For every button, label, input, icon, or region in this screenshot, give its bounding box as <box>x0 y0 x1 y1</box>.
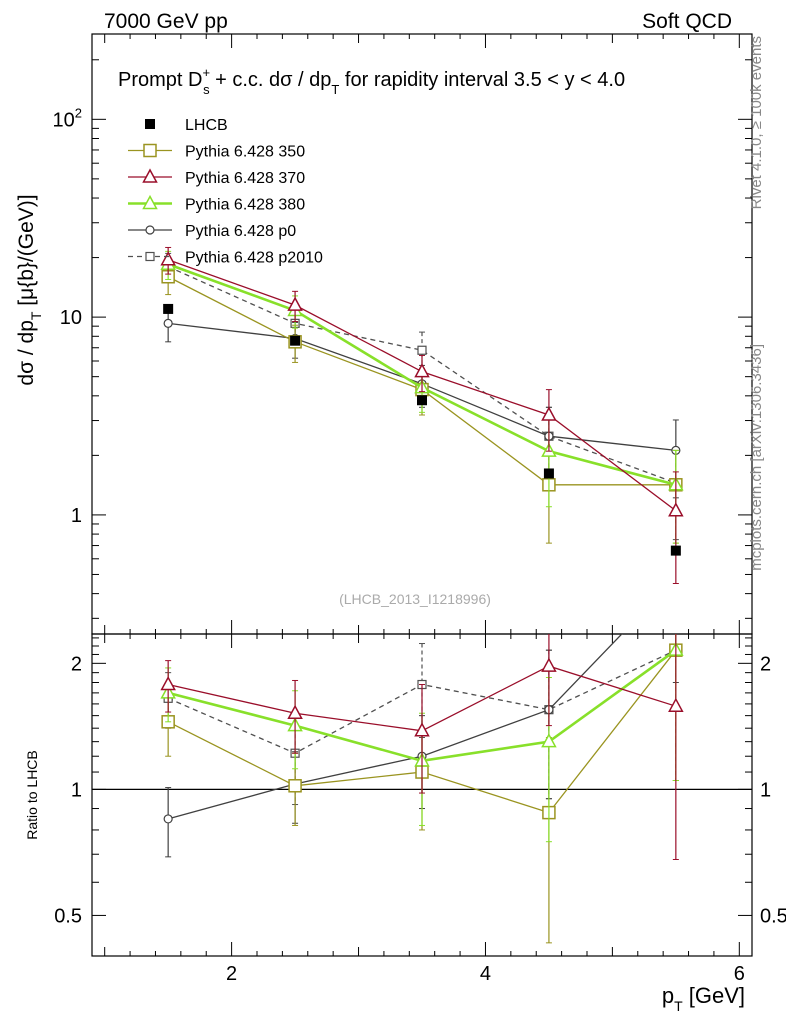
ratio-y-tick-label: 1 <box>71 779 82 801</box>
ratio-y-tick-label-right: 2 <box>760 653 771 675</box>
main-point-p370 <box>668 502 684 517</box>
main-point-p0 <box>163 318 173 328</box>
data-layer <box>160 246 684 944</box>
main-point-p370 <box>160 251 176 266</box>
main-point-p2010 <box>417 345 427 355</box>
legend-label-lhcb: LHCB <box>185 117 228 134</box>
legend-label-p2010: Pythia 6.428 p2010 <box>185 250 323 267</box>
x-axis-label: pT [GeV] <box>662 983 745 1014</box>
x-tick-label: 4 <box>480 963 491 985</box>
ratio-y-tick-label: 0.5 <box>54 905 82 927</box>
main-point-lhcb <box>417 395 427 406</box>
legend-marker-p2010 <box>145 251 155 262</box>
main-line-p2010 <box>167 266 677 484</box>
analysis-id: (LHCB_2013_I1218996) <box>339 591 491 607</box>
main-point-p370 <box>287 296 303 311</box>
ratio-y-label: Ratio to LHCB <box>24 750 40 839</box>
ratio-point-p380 <box>541 733 557 748</box>
ratio-point-p370 <box>668 697 684 712</box>
ratio-y-tick-label: 2 <box>71 653 82 675</box>
main-point-lhcb <box>163 303 174 314</box>
ratio-point-p370 <box>541 657 557 672</box>
energy-label: 7000 GeV pp <box>104 10 228 33</box>
ratio-plot-frame <box>91 633 753 957</box>
main-point-lhcb <box>290 335 301 346</box>
legend-marker-lhcb <box>145 119 155 129</box>
axes-layer: 2 4 6 1 10 102 0.5 0.5 1 1 2 2 <box>53 34 786 985</box>
ratio-y-tick-label-right: 1 <box>760 779 771 801</box>
ratio-point-p350 <box>288 779 302 793</box>
plot-title: Prompt D+ s + c.c. dσ / dpT for rapidity … <box>118 65 625 97</box>
ratio-panel-series <box>160 634 684 944</box>
legend-label-p350: Pythia 6.428 350 <box>185 144 305 161</box>
y-tick-label: 102 <box>53 105 82 131</box>
legend: LHCB Pythia 6.428 350 Pythia 6.428 370 Pyth… <box>128 117 323 267</box>
legend-marker-p350 <box>143 143 157 158</box>
main-point-lhcb <box>543 468 554 479</box>
main-point-p370 <box>541 406 557 421</box>
main-panel-series <box>160 246 684 585</box>
x-tick-label: 6 <box>734 963 745 985</box>
ratio-point-p370 <box>414 722 430 737</box>
legend-label-p370: Pythia 6.428 370 <box>185 170 305 187</box>
category-label: Soft QCD <box>642 10 732 33</box>
legend-marker-p380 <box>142 194 158 210</box>
legend-marker-p370 <box>142 168 158 183</box>
ratio-point-p0 <box>163 814 173 824</box>
legend-label-p0: Pythia 6.428 p0 <box>185 223 296 240</box>
main-point-lhcb <box>670 545 681 556</box>
ratio-point-p370 <box>287 704 303 719</box>
y-tick-label: 10 <box>60 307 82 329</box>
y-tick-label: 1 <box>71 505 82 527</box>
mcplots-label: mcplots.cern.ch [arXiv:1306.3436] <box>748 344 765 571</box>
x-tick-label: 2 <box>226 963 237 985</box>
rivet-label: Rivet 4.1.0, ≥ 100k events <box>748 36 765 209</box>
y-axis-label: dσ / dpT [μ{b}/(GeV)] <box>15 194 44 385</box>
legend-label-p380: Pythia 6.428 380 <box>185 197 305 214</box>
ratio-y-tick-label-right: 0.5 <box>760 905 786 927</box>
main-point-p370 <box>414 363 430 378</box>
ratio-point-p370 <box>160 675 176 691</box>
legend-marker-p0 <box>145 225 155 235</box>
